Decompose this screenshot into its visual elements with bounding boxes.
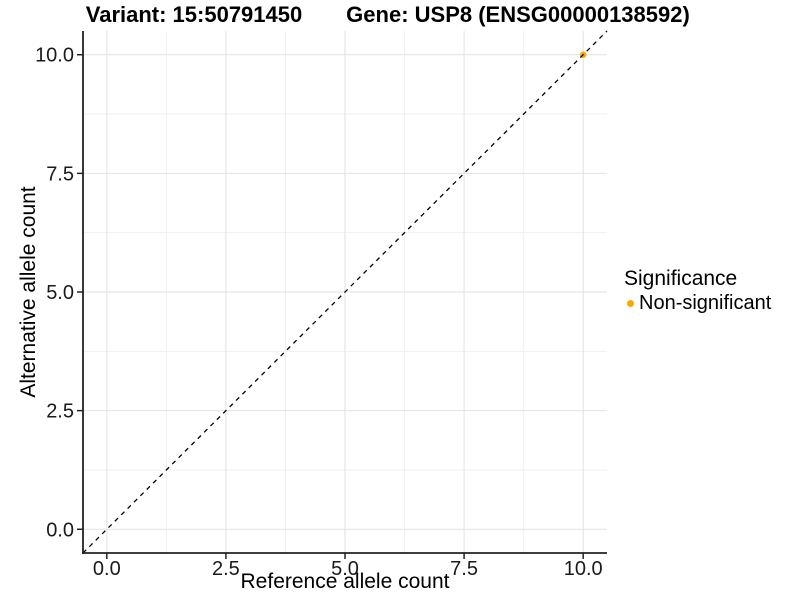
plot-title-gene: Gene: USP8 (ENSG00000138592) — [346, 2, 690, 27]
y-tick-label: 10.0 — [35, 45, 74, 67]
identity-reference-line — [82, 30, 608, 554]
legend-title: Significance — [624, 267, 738, 290]
x-tick-label: 0.0 — [93, 558, 121, 580]
y-tick-label: 2.5 — [46, 401, 74, 423]
legend-item: Non-significant — [627, 292, 771, 314]
x-axis-title: Reference allele count — [240, 570, 450, 593]
x-tick-label: 10.0 — [564, 558, 603, 580]
legend: Significance Non-significant — [624, 268, 771, 314]
plot-title-variant: Variant: 15:50791450 — [85, 2, 303, 27]
y-axis-title: Alternative allele count — [17, 186, 40, 398]
x-tick-label: 7.5 — [450, 558, 478, 580]
x-tick-label: 5.0 — [331, 558, 359, 580]
y-tick-label: 0.0 — [46, 519, 74, 541]
legend-marker-circle-icon — [627, 299, 634, 307]
y-tick-label: 7.5 — [46, 163, 74, 185]
legend-item-label: Non-significant — [639, 291, 772, 314]
y-tick-label: 5.0 — [46, 282, 74, 304]
x-tick-label: 2.5 — [212, 558, 240, 580]
